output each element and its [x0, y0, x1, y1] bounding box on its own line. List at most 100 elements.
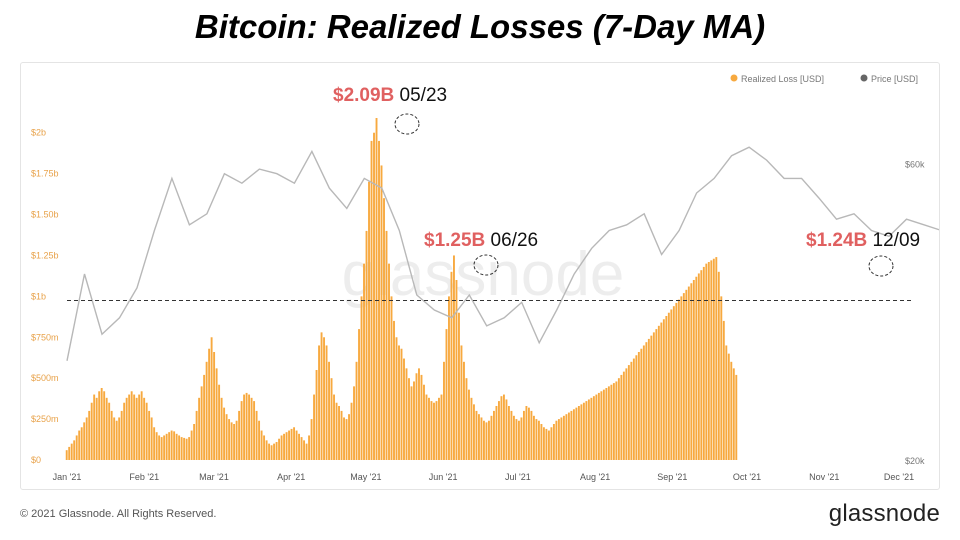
loss-bar: [605, 388, 608, 460]
loss-bar: [672, 306, 675, 460]
loss-bar: [305, 443, 308, 460]
loss-bar: [338, 406, 340, 460]
loss-bar: [502, 394, 505, 460]
loss-bar: [170, 430, 173, 460]
loss-bar: [233, 424, 236, 460]
loss-bar: [100, 388, 103, 460]
loss-bar: [128, 394, 131, 460]
loss-bar: [378, 140, 380, 460]
loss-bar: [218, 384, 221, 460]
loss-bar: [405, 368, 408, 460]
loss-bar: [293, 427, 296, 460]
loss-bar: [458, 312, 460, 460]
loss-bar: [570, 410, 573, 460]
loss-bar: [108, 402, 111, 460]
loss-bar: [368, 181, 370, 460]
loss-bar: [168, 432, 171, 460]
loss-bar: [245, 392, 248, 460]
annotation-label: $1.25B 06/26: [424, 230, 538, 251]
loss-bar: [283, 433, 286, 460]
loss-bar: [205, 361, 208, 460]
loss-bar: [255, 410, 258, 460]
loss-bar: [123, 402, 126, 460]
loss-bar: [360, 296, 363, 460]
loss-bar: [353, 386, 355, 460]
loss-bar: [140, 391, 143, 460]
loss-bar: [448, 296, 450, 460]
annotation-circle: [473, 254, 499, 276]
loss-bar: [567, 412, 570, 460]
loss-bar: [325, 345, 328, 460]
loss-bar: [552, 424, 555, 460]
legend-swatch-price: [860, 74, 868, 82]
y-tick-label: $500m: [31, 373, 59, 383]
loss-bar: [677, 299, 680, 460]
loss-bar: [135, 397, 138, 460]
loss-bar: [155, 432, 158, 460]
loss-bar: [665, 316, 668, 460]
y-tick-label: $1b: [31, 291, 46, 301]
loss-bar: [398, 345, 400, 460]
loss-bar: [428, 397, 430, 460]
loss-bar: [88, 410, 91, 460]
loss-bar: [263, 435, 266, 460]
loss-bar: [580, 404, 583, 460]
loss-bar: [492, 410, 495, 460]
loss-bar: [80, 427, 83, 460]
loss-bar: [425, 394, 428, 460]
loss-bar: [410, 386, 413, 460]
loss-bar: [113, 417, 116, 460]
loss-bar: [730, 361, 733, 460]
loss-bar: [475, 410, 478, 460]
loss-bar: [433, 402, 435, 460]
loss-bar: [243, 394, 246, 460]
x-tick-label: Dec '21: [884, 472, 914, 482]
loss-bar: [460, 345, 463, 460]
loss-bar: [497, 401, 500, 460]
loss-bar: [690, 283, 693, 460]
loss-bar: [115, 420, 118, 460]
loss-bar: [235, 420, 238, 460]
footer-brand-logo: glassnode: [828, 500, 940, 527]
loss-bar: [602, 389, 605, 460]
loss-bar: [285, 432, 288, 460]
loss-bar: [165, 433, 168, 460]
loss-bar: [163, 435, 166, 460]
loss-bar: [615, 381, 618, 460]
loss-bar: [250, 397, 253, 460]
loss-bar: [450, 271, 453, 460]
annotation-date: 05/23: [400, 85, 448, 106]
loss-bar: [183, 437, 186, 460]
loss-bar: [393, 320, 395, 460]
loss-bar: [560, 417, 563, 460]
loss-bar: [358, 329, 360, 460]
loss-bar: [345, 419, 348, 460]
loss-bar: [125, 397, 128, 460]
loss-bar: [675, 302, 678, 460]
loss-bar: [350, 402, 353, 460]
loss-bar: [557, 419, 560, 460]
loss-bar: [180, 437, 183, 460]
loss-bar: [445, 329, 448, 460]
loss-bar: [635, 355, 638, 460]
legend-label-price: Price [USD]: [871, 74, 918, 84]
y-tick-label: $750m: [31, 332, 59, 342]
x-tick-label: May '21: [350, 472, 381, 482]
y-tick-label: $1.50b: [31, 210, 59, 220]
y-tick-label: $1.75b: [31, 169, 59, 179]
loss-bar: [295, 430, 298, 460]
loss-bar: [208, 348, 211, 460]
loss-bar: [395, 337, 398, 460]
loss-bar: [438, 397, 440, 460]
loss-bar: [627, 365, 630, 460]
loss-bar: [323, 337, 325, 460]
loss-bar: [542, 427, 545, 460]
loss-bar: [160, 437, 163, 460]
loss-bar: [280, 435, 283, 460]
loss-bar: [213, 352, 216, 460]
loss-bar: [453, 255, 455, 460]
loss-bar: [712, 258, 715, 460]
loss-bar: [717, 271, 720, 460]
loss-bar: [78, 430, 81, 460]
x-tick-label: Jul '21: [505, 472, 531, 482]
